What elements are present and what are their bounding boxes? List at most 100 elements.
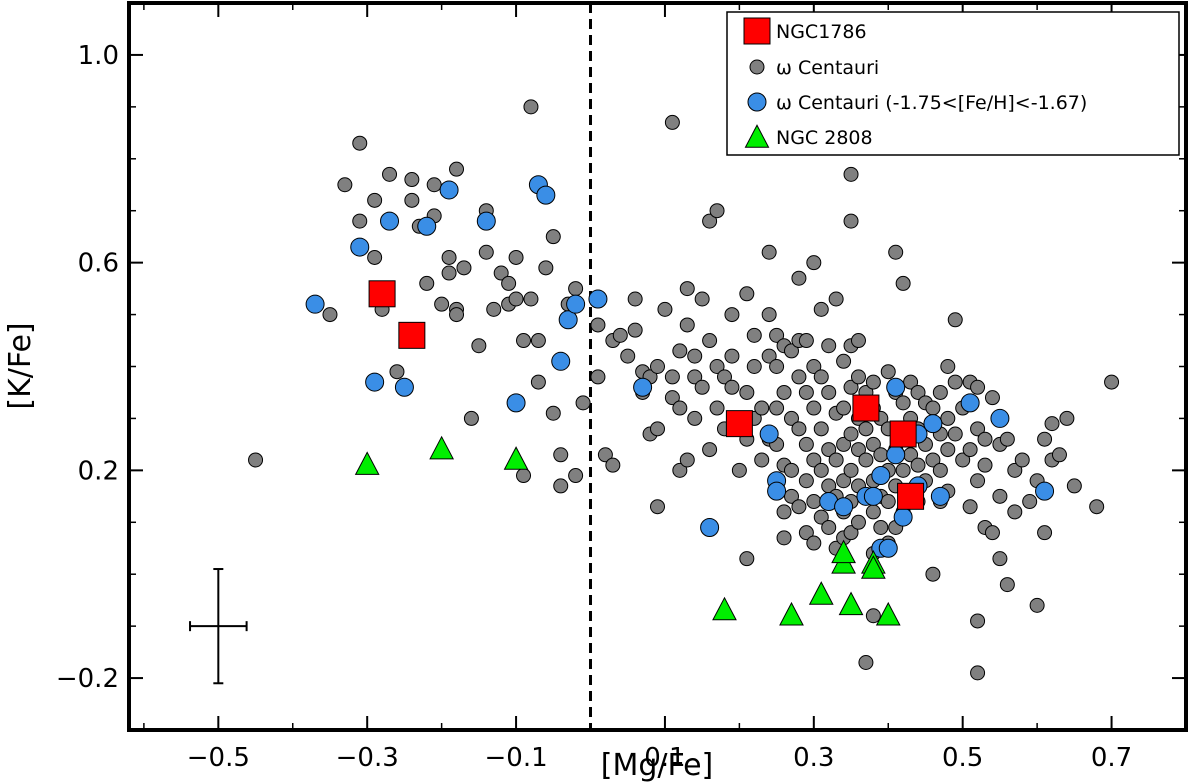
data-point-centauri [761, 348, 777, 364]
data-point-ngc1786 [725, 410, 753, 438]
data-point-centauri [754, 400, 770, 416]
data-point-centauri [970, 421, 986, 437]
series-ngc1786 [368, 280, 925, 510]
data-point-centauri [813, 509, 829, 525]
data-points [248, 99, 1120, 681]
data-point-centauri [612, 327, 628, 343]
data-point-centauri [940, 359, 956, 374]
data-point-centauri [910, 384, 926, 400]
data-point-centauri [597, 447, 613, 463]
data-point-centauri [798, 333, 814, 349]
data-point-centauri [940, 442, 956, 458]
data-point-centauri [850, 369, 866, 385]
axis-ticks: −0.5 −0.3 −0.1 0.1 0.3 0.5 0.7 −0.2 0.2 0.6 1.0 [56, 2, 1187, 773]
data-point-centauri [530, 333, 546, 349]
data-point-centauri-1-75-fe-h-1-67 [506, 393, 526, 413]
data-point-centauri [746, 359, 762, 374]
data-point-centauri [739, 286, 755, 302]
data-point-centauri [843, 426, 859, 442]
data-point-centauri [672, 400, 688, 416]
data-point-centauri [880, 364, 896, 380]
x-axis-title: [Mg/Fe] [601, 748, 714, 783]
data-point-centauri-1-75-fe-h-1-67 [439, 180, 459, 200]
data-point-centauri [1089, 499, 1105, 515]
data-point-centauri [382, 166, 398, 182]
data-point-centauri [843, 213, 859, 229]
data-point-centauri [702, 333, 718, 349]
data-point-centauri [709, 359, 725, 374]
data-point-centauri [932, 462, 948, 478]
data-point-centauri [806, 359, 822, 374]
data-point-centauri [821, 384, 837, 400]
data-point-ngc1786 [852, 394, 880, 422]
data-point-centauri [523, 291, 539, 307]
data-point-centauri-1-75-fe-h-1-67 [365, 372, 385, 392]
data-point-centauri-1-75-fe-h-1-67 [759, 424, 779, 444]
data-point-ngc1786 [368, 280, 396, 308]
data-point-centauri [798, 525, 814, 541]
x-tick-label: −0.3 [336, 743, 399, 773]
data-point-centauri [895, 275, 911, 291]
data-point-centauri [724, 348, 740, 364]
legend: NGC1786 ω Centauri ω Centauri (-1.75<[Fe… [726, 11, 1180, 156]
data-point-centauri [1014, 452, 1030, 468]
data-point-centauri [962, 442, 978, 458]
data-point-centauri [940, 410, 956, 426]
data-point-centauri [724, 307, 740, 323]
data-point-centauri [962, 499, 978, 515]
data-point-centauri [553, 478, 569, 494]
data-point-centauri [947, 426, 963, 442]
data-point-centauri [895, 395, 911, 411]
data-point-centauri [813, 421, 829, 437]
data-point-centauri [538, 260, 554, 276]
data-point-centauri-1-75-fe-h-1-67 [551, 351, 571, 371]
legend-label-omega-centauri-metal-poor: ω Centauri (-1.75<[Fe/H]<-1.67) [776, 92, 1087, 114]
data-point-centauri [806, 452, 822, 468]
data-point-centauri [836, 353, 852, 369]
data-point-centauri-1-75-fe-h-1-67 [878, 538, 898, 558]
data-point-centauri [843, 166, 859, 182]
data-point-centauri [813, 301, 829, 317]
data-point-centauri [426, 177, 442, 193]
data-point-centauri [739, 551, 755, 567]
data-point-centauri-1-75-fe-h-1-67 [588, 289, 608, 309]
data-point-centauri [664, 369, 680, 385]
data-point-centauri [1037, 525, 1053, 541]
data-point-centauri-1-75-fe-h-1-67 [923, 414, 943, 434]
data-point-centauri [575, 395, 591, 411]
data-point-centauri-1-75-fe-h-1-67 [834, 497, 854, 517]
series-ngc-2808 [354, 435, 901, 626]
data-point-centauri-1-75-fe-h-1-67 [536, 185, 556, 205]
data-point-centauri [858, 654, 874, 670]
data-point-centauri [672, 343, 688, 359]
data-point-centauri [850, 333, 866, 349]
data-point-centauri [724, 379, 740, 395]
data-point-centauri [1059, 410, 1075, 426]
data-point-centauri [1007, 462, 1023, 478]
data-point-centauri [761, 307, 777, 323]
data-point-centauri [843, 462, 859, 478]
data-point-centauri [679, 317, 695, 333]
data-point-centauri [843, 525, 859, 541]
data-point-centauri [568, 468, 584, 484]
data-point-centauri [776, 504, 792, 520]
data-point-centauri [925, 566, 941, 582]
data-point-centauri [888, 244, 904, 260]
data-point-centauri [791, 499, 807, 515]
data-point-centauri [865, 436, 881, 452]
data-point-centauri [783, 462, 799, 478]
data-point-centauri-1-75-fe-h-1-67 [380, 211, 400, 231]
data-point-centauri [813, 369, 829, 385]
data-point-ngc-2808 [860, 555, 886, 579]
data-point-centauri-1-75-fe-h-1-67 [1035, 481, 1055, 501]
legend-marker-ngc1786 [743, 17, 771, 45]
data-point-centauri [1104, 374, 1120, 390]
data-point-centauri [672, 462, 688, 478]
data-point-centauri [873, 519, 889, 535]
data-point-centauri [702, 213, 718, 229]
data-point-ngc-2808 [354, 451, 380, 475]
data-point-centauri [761, 244, 777, 260]
data-point-centauri [650, 499, 665, 515]
data-point-centauri [389, 364, 405, 380]
data-point-centauri [694, 379, 710, 395]
